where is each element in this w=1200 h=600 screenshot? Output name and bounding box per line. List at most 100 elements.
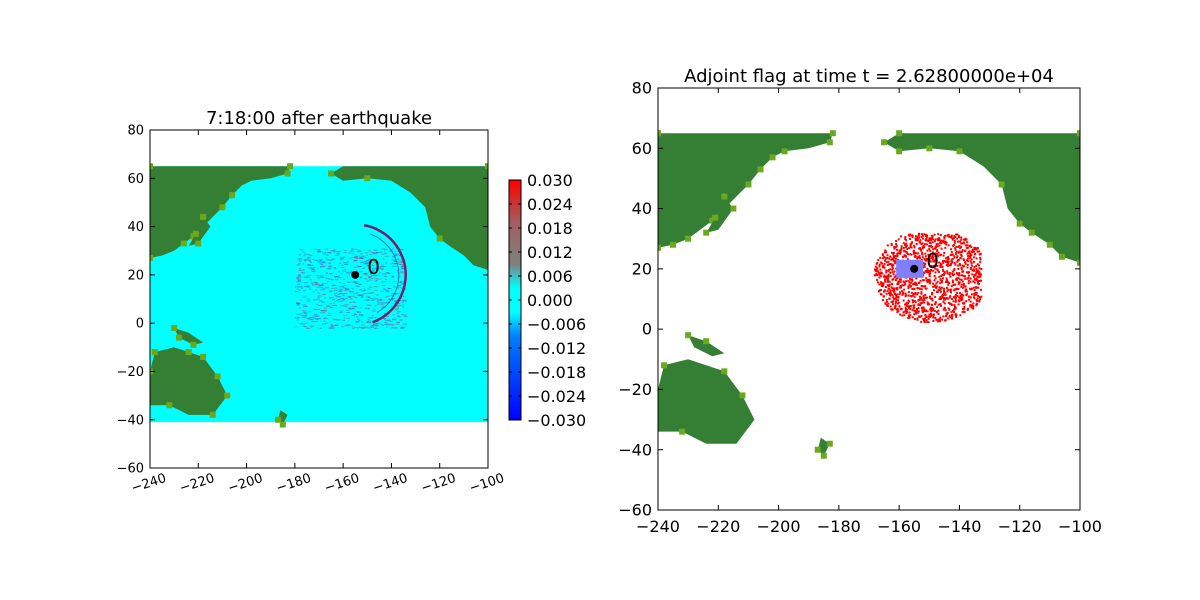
coast-cell	[150, 254, 153, 261]
wave-speck	[317, 298, 320, 300]
wave-speck	[328, 327, 332, 329]
flag-cell	[974, 273, 977, 276]
flag-cell	[950, 288, 953, 291]
flag-cell	[912, 282, 915, 285]
flag-cell	[976, 278, 979, 281]
x-tick-label: −100	[1058, 517, 1102, 536]
wave-speck	[391, 292, 394, 294]
flag-cell	[890, 301, 893, 304]
wave-speck	[297, 258, 301, 260]
wave-speck	[384, 322, 388, 324]
flag-cell	[950, 291, 953, 294]
flag-cell	[891, 283, 894, 286]
flag-cell	[922, 319, 925, 322]
wave-speck	[349, 298, 353, 300]
wave-speck	[300, 249, 302, 251]
flag-cell	[927, 279, 930, 282]
flag-cell	[911, 301, 914, 304]
flag-cell	[939, 304, 942, 307]
flag-cell	[887, 275, 890, 278]
flag-cell	[961, 296, 964, 299]
flag-cell	[910, 253, 913, 256]
gauge-label: 0	[367, 255, 380, 279]
flag-cell	[970, 304, 973, 307]
wave-speck	[370, 292, 375, 294]
flag-cell	[949, 295, 952, 298]
wave-speck	[361, 290, 366, 292]
flag-cell	[922, 317, 925, 320]
flag-cell	[932, 313, 935, 316]
wave-speck	[373, 298, 379, 300]
wave-speck	[375, 252, 379, 254]
wave-speck	[298, 260, 303, 262]
flag-cell	[938, 318, 941, 321]
wave-speck	[344, 325, 349, 327]
flag-cell	[919, 279, 922, 282]
wave-speck	[312, 264, 314, 266]
wave-speck	[348, 324, 351, 326]
wave-speck	[373, 286, 378, 288]
wave-speck	[317, 261, 321, 263]
flag-cell	[967, 279, 970, 282]
wave-speck	[390, 327, 396, 329]
flag-cell	[939, 278, 942, 281]
wave-speck	[326, 272, 329, 274]
flag-cell	[904, 242, 907, 245]
wave-speck	[295, 326, 298, 328]
flag-cell	[895, 294, 898, 297]
wave-speck	[392, 265, 397, 267]
coast-cell	[926, 145, 933, 152]
wave-speck	[319, 275, 324, 277]
wave-speck	[333, 319, 338, 321]
coast-cell	[151, 349, 158, 356]
wave-speck	[309, 259, 311, 261]
flag-cell	[969, 267, 972, 270]
flag-cell	[893, 291, 896, 294]
wave-speck	[299, 313, 303, 315]
flag-cell	[951, 270, 954, 273]
flag-cell	[975, 269, 978, 272]
wave-speck	[356, 327, 360, 329]
flag-cell	[933, 279, 936, 282]
flag-cell	[889, 294, 892, 297]
flag-cell	[903, 244, 906, 247]
flag-cell	[955, 313, 958, 316]
flag-cell	[885, 271, 888, 274]
wave-speck	[364, 293, 368, 295]
flag-cell	[975, 257, 978, 260]
flag-cell	[887, 269, 890, 272]
flag-cell	[913, 299, 916, 302]
flag-cell	[894, 279, 897, 282]
flag-cell	[930, 234, 933, 237]
flag-cell	[954, 296, 957, 299]
wave-speck	[375, 279, 378, 281]
flag-cell	[915, 243, 918, 246]
flag-cell	[888, 293, 891, 296]
flag-cell	[980, 279, 983, 282]
wave-speck	[295, 286, 298, 288]
flag-cell	[949, 262, 952, 265]
wave-speck	[359, 277, 362, 279]
wave-speck	[342, 319, 345, 321]
flag-cell	[936, 264, 939, 267]
wave-speck	[349, 308, 354, 310]
wave-speck	[366, 264, 369, 266]
flag-cell	[885, 298, 888, 301]
wave-speck	[324, 317, 326, 319]
wave-speck	[393, 253, 397, 255]
flag-cell	[907, 294, 910, 297]
flag-cell	[963, 302, 966, 305]
flag-cell	[953, 269, 956, 272]
wave-speck	[356, 311, 359, 313]
flag-cell	[949, 263, 952, 266]
flag-cell	[973, 260, 976, 263]
wave-speck	[392, 318, 397, 320]
wave-speck	[400, 272, 405, 274]
colorbar-tick-label: −0.024	[527, 387, 586, 406]
flag-cell	[953, 304, 956, 307]
wave-speck	[310, 326, 313, 328]
flag-cell	[894, 304, 897, 307]
flag-cell	[901, 314, 904, 317]
wave-speck	[354, 313, 357, 315]
flag-cell	[928, 242, 931, 245]
